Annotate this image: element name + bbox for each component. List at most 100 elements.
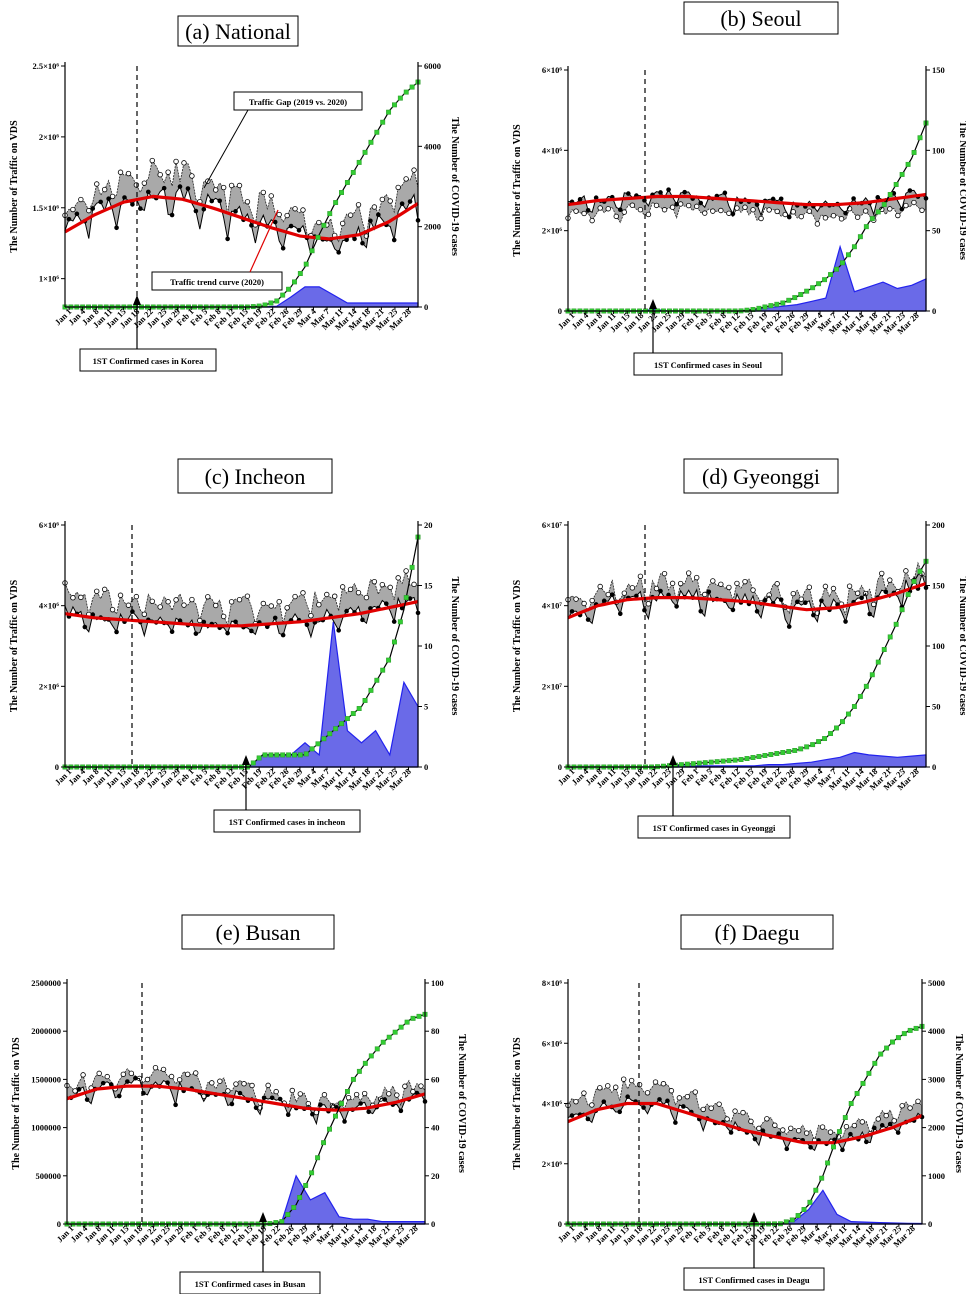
traffic-2020-point <box>225 630 230 636</box>
cumulative-cases-point <box>720 758 726 764</box>
cumulative-cases-point <box>875 209 881 215</box>
traffic-2019-point <box>78 594 84 601</box>
traffic-2019-point <box>316 219 322 226</box>
cumulative-cases-line <box>67 1013 426 1225</box>
traffic-2019-point <box>798 596 805 602</box>
traffic-2019-point <box>109 193 116 200</box>
traffic-2019-point <box>637 573 644 580</box>
traffic-2020-point <box>641 1105 646 1110</box>
y-tick-label-left: 4×10⁶ <box>542 1099 563 1109</box>
traffic-2019-point <box>772 1122 778 1128</box>
traffic-2020-point <box>784 1146 790 1152</box>
traffic-2020-point <box>682 189 687 195</box>
traffic-2020-point <box>76 1087 82 1092</box>
traffic-2020-point <box>310 1111 315 1117</box>
traffic-2019-point <box>629 202 636 208</box>
traffic-2019-point <box>297 1091 304 1097</box>
traffic-2019-point <box>197 617 203 624</box>
traffic-2020-point <box>859 595 864 601</box>
panel-title-box <box>177 458 333 494</box>
traffic-2020-point <box>883 589 889 595</box>
y-tick-label-left: 1.5×10⁶ <box>32 203 59 213</box>
traffic-2019-point <box>887 577 893 583</box>
y-tick-label-left: 2×10⁶ <box>542 1159 563 1169</box>
traffic-2019-point <box>292 593 298 600</box>
traffic-2020-point <box>336 250 341 255</box>
traffic-2020-point <box>360 617 365 623</box>
panel-title-box <box>683 458 839 494</box>
traffic-2020-point <box>840 1147 845 1153</box>
traffic-2020-point <box>108 1082 114 1087</box>
y-tick-label-left: 2×10⁷ <box>542 681 563 691</box>
cumulative-cases-point <box>344 180 350 185</box>
cumulative-cases-point <box>386 657 392 663</box>
cumulative-cases-point <box>356 1068 362 1074</box>
traffic-2019-point <box>141 180 148 186</box>
y-tick-label-right: 80 <box>431 1026 440 1036</box>
traffic-2020-point <box>344 237 349 243</box>
panel-title: (f) Daegu <box>715 920 800 945</box>
traffic-2019-point <box>653 202 660 209</box>
cumulative-cases-point <box>901 1031 907 1037</box>
traffic-2019-point <box>732 1108 738 1114</box>
cumulative-cases-point <box>881 202 887 208</box>
trend-curve-2020 <box>567 192 927 207</box>
traffic-2020-point <box>407 199 413 204</box>
cumulative-cases-point <box>684 761 690 767</box>
cumulative-cases-point <box>887 192 893 197</box>
cumulative-cases-point <box>333 1113 338 1119</box>
traffic-2019-point <box>353 1091 360 1098</box>
traffic-2019-point <box>233 1081 239 1087</box>
traffic-2019-point <box>875 1116 881 1122</box>
first-case-arrowhead <box>669 755 677 765</box>
cumulative-cases-point <box>344 1089 350 1094</box>
cumulative-cases-point <box>840 260 845 266</box>
traffic-2019-point <box>644 1090 651 1096</box>
y-tick-label-right: 10 <box>424 641 433 651</box>
traffic-2019-point <box>276 211 282 218</box>
traffic-2020-point <box>658 190 663 195</box>
traffic-2020-point <box>585 207 591 213</box>
cumulative-cases-point <box>768 303 774 309</box>
traffic-2020-point <box>398 1108 404 1114</box>
traffic-2020-point <box>368 606 373 611</box>
cumulative-cases-point <box>297 752 303 758</box>
cumulative-cases-point <box>881 647 887 652</box>
traffic-2019-point <box>181 602 187 608</box>
traffic-2019-point <box>117 592 124 598</box>
cumulative-cases-point <box>327 731 333 737</box>
cumulative-cases-point <box>762 753 768 758</box>
first-case-arrowhead <box>242 755 250 765</box>
cumulative-cases-point <box>392 639 397 645</box>
traffic-2019-point <box>321 1092 328 1098</box>
traffic-2019-point <box>652 1079 659 1085</box>
y-tick-label-right: 20 <box>424 520 433 530</box>
trend-curve-2020 <box>567 1101 923 1145</box>
y-tick-label-right: 4000 <box>928 1026 945 1036</box>
traffic-2019-point <box>677 201 684 207</box>
cumulative-cases-point <box>804 288 810 294</box>
panel-title: (a) National <box>185 19 291 44</box>
traffic-2019-point <box>637 207 644 213</box>
cumulative-cases-point <box>368 1053 374 1059</box>
traffic-2020-point <box>907 188 913 193</box>
traffic-2019-point <box>581 1090 587 1096</box>
traffic-2019-point <box>120 1071 127 1077</box>
traffic-2019-point <box>806 208 813 214</box>
traffic-2019-point <box>748 1118 754 1125</box>
traffic-2020-point <box>674 201 679 207</box>
traffic-2019-point <box>859 1119 866 1125</box>
traffic-2019-point <box>324 591 330 598</box>
traffic-2019-point <box>854 214 861 220</box>
traffic-2020-point <box>762 597 768 603</box>
y-tick-label-right: 200 <box>932 520 945 530</box>
y-tick-label-left: 2000000 <box>31 1026 61 1036</box>
traffic-2020-point <box>569 1113 575 1118</box>
y-tick-label-right: 100 <box>932 145 945 155</box>
first-case-box <box>683 1267 825 1291</box>
cumulative-cases-point <box>738 757 744 762</box>
cumulative-cases-point <box>907 1027 913 1033</box>
traffic-2019-point <box>125 602 132 608</box>
